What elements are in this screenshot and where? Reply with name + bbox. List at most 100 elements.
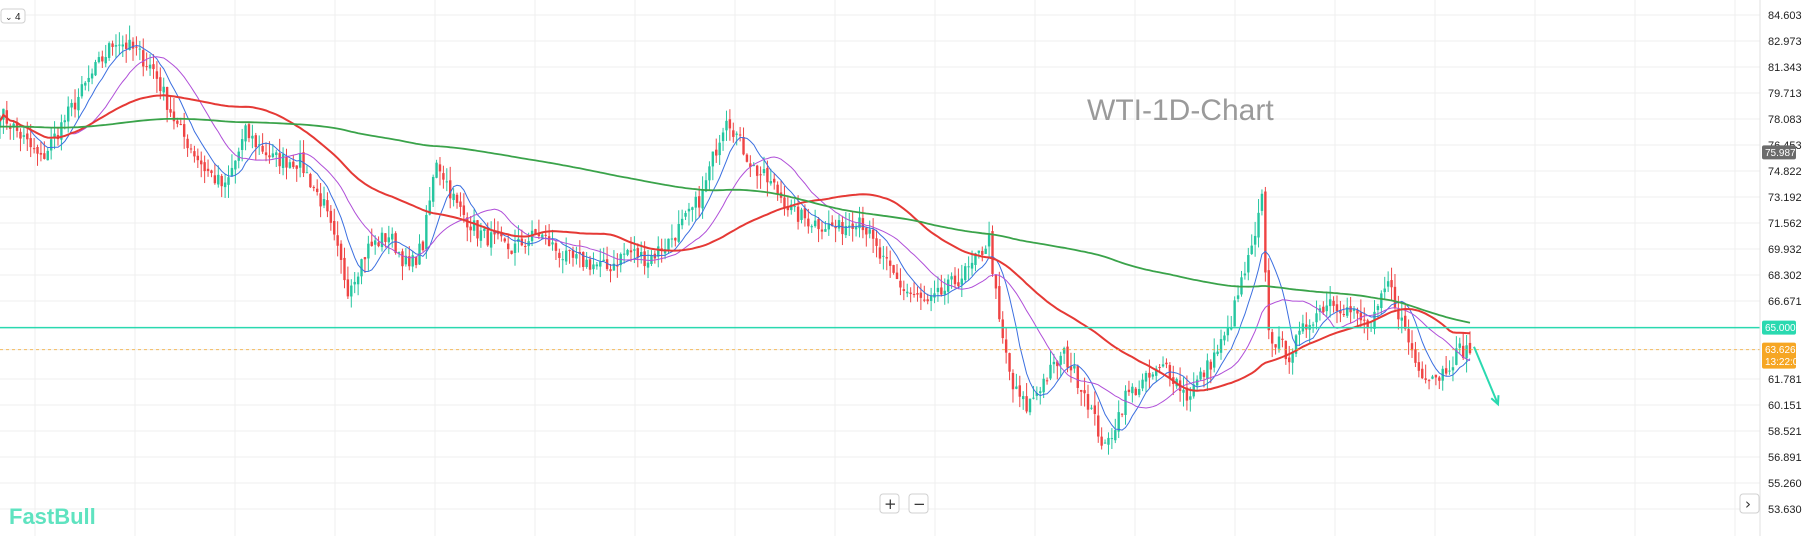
candle-body bbox=[489, 232, 493, 248]
candle-body bbox=[493, 230, 496, 235]
candle-body bbox=[12, 123, 15, 128]
candle-body bbox=[53, 133, 56, 138]
candle-body bbox=[807, 218, 810, 227]
candle-body bbox=[1451, 367, 1455, 371]
candle-body bbox=[213, 175, 217, 184]
candle-body bbox=[356, 276, 360, 285]
ma-200-line bbox=[0, 117, 1471, 324]
candle-body bbox=[564, 250, 568, 262]
candle-body bbox=[1134, 388, 1137, 396]
price-axis[interactable]: 84.60382.97381.34379.71378.08376.45374.8… bbox=[1759, 0, 1804, 536]
y-tick-label: 53.630 bbox=[1768, 504, 1802, 516]
candle-body bbox=[568, 250, 571, 252]
candle-body bbox=[1090, 407, 1093, 409]
chevron-down-icon: ⌄ bbox=[5, 13, 13, 23]
candle-body bbox=[179, 124, 182, 126]
candle-body bbox=[981, 250, 984, 255]
candle-body bbox=[1386, 281, 1390, 287]
candle-body bbox=[1403, 315, 1407, 329]
candle-body bbox=[912, 293, 916, 296]
price-level-line[interactable] bbox=[0, 326, 1760, 351]
candle-body bbox=[697, 196, 701, 208]
candle-body bbox=[929, 295, 933, 301]
price-tag-marker-box bbox=[1762, 145, 1796, 160]
candle-body bbox=[1161, 364, 1165, 367]
candle-body bbox=[237, 151, 240, 161]
candle-body bbox=[1144, 372, 1148, 382]
price-tag-level-label: 65.000 bbox=[1765, 323, 1796, 334]
candle-body bbox=[513, 243, 517, 254]
candle-body bbox=[227, 177, 230, 185]
candle-body bbox=[735, 133, 738, 135]
scroll-right-button[interactable]: › bbox=[1739, 493, 1760, 514]
zoom-out-button[interactable]: − bbox=[908, 493, 929, 514]
period-selector[interactable]: ⌄ 4 bbox=[0, 8, 26, 24]
price-tag-level-box bbox=[1762, 320, 1796, 335]
candle-body bbox=[206, 168, 210, 172]
candle-body bbox=[363, 257, 367, 260]
candle-body bbox=[936, 287, 940, 292]
candle-body bbox=[895, 272, 899, 279]
candle-body bbox=[711, 151, 715, 167]
candle-body bbox=[411, 255, 414, 267]
y-tick-label: 81.343 bbox=[1768, 62, 1802, 74]
candle-body bbox=[1001, 319, 1004, 339]
candle-body bbox=[909, 292, 912, 295]
candle-body bbox=[131, 41, 135, 49]
candle-body bbox=[1322, 306, 1325, 313]
candle-body bbox=[387, 237, 391, 243]
candle-body bbox=[401, 251, 404, 267]
period-selector-box[interactable] bbox=[0, 8, 26, 24]
candle-body bbox=[1356, 310, 1359, 314]
candle-body bbox=[217, 174, 220, 185]
candle-body bbox=[790, 204, 793, 211]
candle-body bbox=[558, 252, 561, 258]
candle-body bbox=[1158, 366, 1161, 368]
candle-body bbox=[319, 193, 322, 207]
candle-body bbox=[1257, 212, 1260, 238]
candle-body bbox=[77, 96, 80, 111]
candle-body bbox=[1042, 378, 1045, 393]
chevron-right-icon: › bbox=[1745, 495, 1751, 513]
candle-body bbox=[169, 109, 172, 113]
chart-grid bbox=[0, 0, 1760, 536]
candle-body bbox=[275, 152, 278, 155]
candle-body bbox=[278, 153, 281, 167]
y-tick-label: 82.973 bbox=[1768, 36, 1802, 48]
candle-body bbox=[1455, 348, 1458, 365]
candle-body bbox=[967, 266, 970, 268]
candle-body bbox=[135, 46, 138, 48]
candle-body bbox=[472, 220, 476, 231]
candle-body bbox=[459, 201, 462, 207]
candle-body bbox=[445, 181, 448, 183]
candle-body bbox=[1004, 339, 1008, 353]
candle-body bbox=[165, 86, 169, 110]
zoom-in-button[interactable]: + bbox=[879, 493, 900, 514]
candle-body bbox=[684, 212, 687, 217]
candle-body bbox=[919, 292, 923, 298]
candle-body bbox=[22, 135, 26, 137]
candle-body bbox=[680, 218, 684, 226]
candle-body bbox=[691, 207, 694, 210]
candle-body bbox=[800, 209, 803, 220]
candle-body bbox=[155, 71, 159, 79]
candle-body bbox=[353, 281, 356, 285]
candle-body bbox=[264, 152, 268, 156]
candle-body bbox=[1141, 379, 1144, 389]
candle-body bbox=[1045, 380, 1049, 382]
candle-body bbox=[1328, 299, 1332, 307]
candle-body bbox=[1383, 288, 1386, 293]
candle-body bbox=[1206, 360, 1209, 379]
candle-body bbox=[1424, 378, 1427, 380]
candle-body bbox=[718, 142, 721, 156]
candle-body bbox=[585, 259, 588, 267]
candle-body bbox=[1236, 295, 1240, 299]
period-selector-label: 4 bbox=[15, 12, 21, 23]
candle-body bbox=[1148, 372, 1151, 378]
candle-body bbox=[1079, 390, 1083, 392]
candle-body bbox=[1083, 390, 1086, 394]
candle-body bbox=[172, 111, 176, 122]
candle-body bbox=[292, 161, 295, 168]
candle-body bbox=[612, 263, 616, 271]
